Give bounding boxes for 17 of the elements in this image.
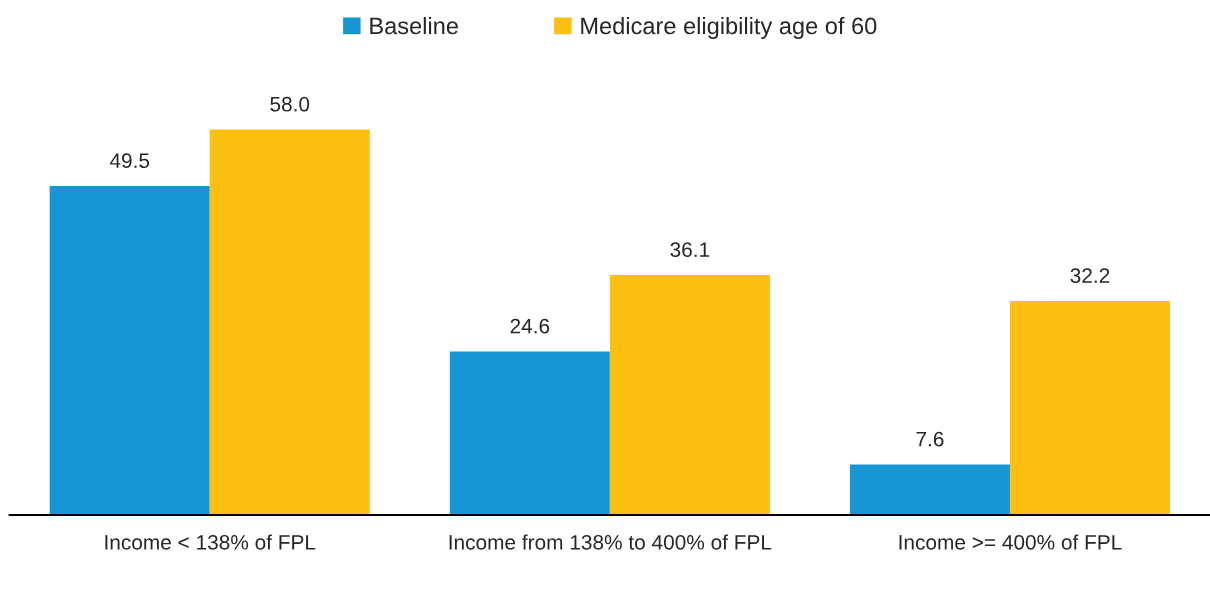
bar (1009, 300, 1170, 515)
bar (449, 351, 610, 515)
x-tick-label: Income from 138% to 400% of FPL (449, 534, 772, 550)
data-label: 36.1 (670, 242, 710, 258)
bar (49, 186, 210, 515)
data-label: 24.6 (510, 318, 550, 334)
bar (849, 464, 1010, 515)
x-tick-label: Income >= 400% of FPL (899, 534, 1122, 550)
data-label: 58.0 (270, 96, 310, 112)
legend-label: Medicare eligibility age of 60 (581, 16, 877, 39)
bar (209, 129, 370, 515)
bar (609, 275, 770, 515)
data-label: 7.6 (916, 431, 944, 447)
data-label: 32.2 (1070, 268, 1110, 283)
legend-label: Baseline (370, 16, 458, 35)
x-tick-label: Income < 138% of FPL (105, 534, 316, 550)
data-label: 49.5 (109, 153, 150, 169)
